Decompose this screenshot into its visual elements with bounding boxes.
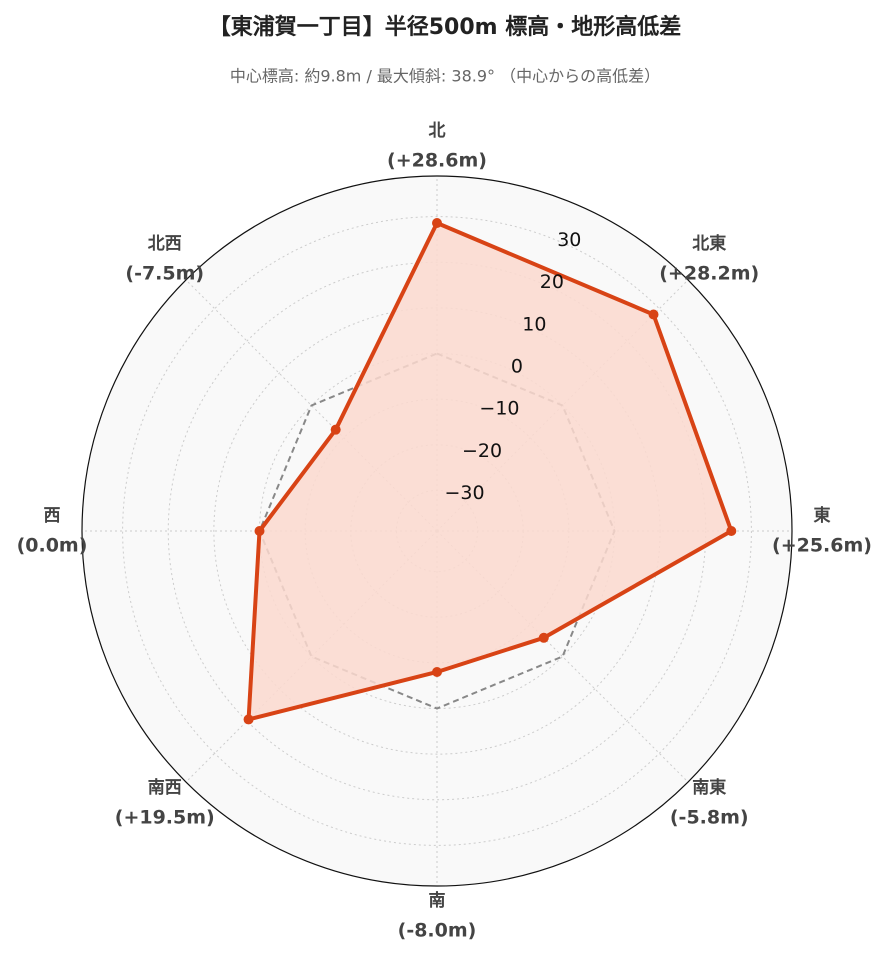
grid-spoke — [185, 279, 438, 532]
value-label: (-5.8m) — [670, 807, 749, 829]
data-point — [432, 666, 442, 677]
plot-border — [81, 175, 793, 887]
category-label: 北 — [429, 121, 446, 141]
value-label: (-8.0m) — [398, 920, 477, 942]
category-label: 南 — [429, 890, 446, 911]
radial-tick-label: 10 — [522, 313, 546, 335]
radial-tick-label: 0 — [511, 356, 523, 378]
value-label: (+19.5m) — [115, 807, 215, 829]
radial-tick-label: 20 — [540, 271, 564, 293]
radial-tick-label: 30 — [557, 229, 581, 251]
data-point — [538, 632, 549, 643]
category-label: 北西 — [148, 234, 182, 254]
grid-spoke — [185, 530, 438, 783]
value-label: (+28.6m) — [387, 150, 487, 172]
data-point — [432, 217, 442, 228]
grid-circle — [122, 216, 752, 846]
category-label: 北東 — [692, 233, 726, 254]
grid-spoke — [436, 530, 689, 783]
value-label: (+25.6m) — [772, 535, 872, 557]
radial-tick-label: −10 — [479, 398, 519, 420]
value-label: (-7.5m) — [125, 262, 204, 284]
category-label: 東 — [814, 505, 831, 526]
data-point — [726, 526, 737, 536]
value-label: (0.0m) — [17, 535, 88, 557]
category-label: 南東 — [692, 777, 726, 798]
radial-tick-label: −30 — [444, 482, 484, 504]
chart-title: 【東浦賀一丁目】半径500m 標高・地形高低差 — [209, 14, 682, 40]
data-point — [243, 714, 254, 725]
value-label: (+28.2m) — [659, 262, 759, 284]
data-point — [648, 309, 659, 320]
category-label: 南西 — [148, 777, 182, 798]
data-point — [254, 526, 265, 536]
radial-tick-label: −20 — [462, 440, 502, 462]
chart-subtitle: 中心標高: 約9.8m / 最大傾斜: 38.9° （中心からの高低差） — [230, 67, 660, 86]
data-point — [330, 424, 341, 435]
category-label: 西 — [44, 506, 61, 526]
